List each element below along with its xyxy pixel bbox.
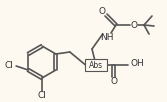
Text: O: O [111,76,118,85]
Text: Abs: Abs [89,60,103,69]
Text: OH: OH [130,59,144,69]
Text: Cl: Cl [38,91,46,100]
Text: NH: NH [100,33,114,42]
FancyBboxPatch shape [85,59,107,71]
Text: O: O [99,8,106,17]
Text: Cl: Cl [5,60,14,69]
Text: O: O [130,21,137,29]
